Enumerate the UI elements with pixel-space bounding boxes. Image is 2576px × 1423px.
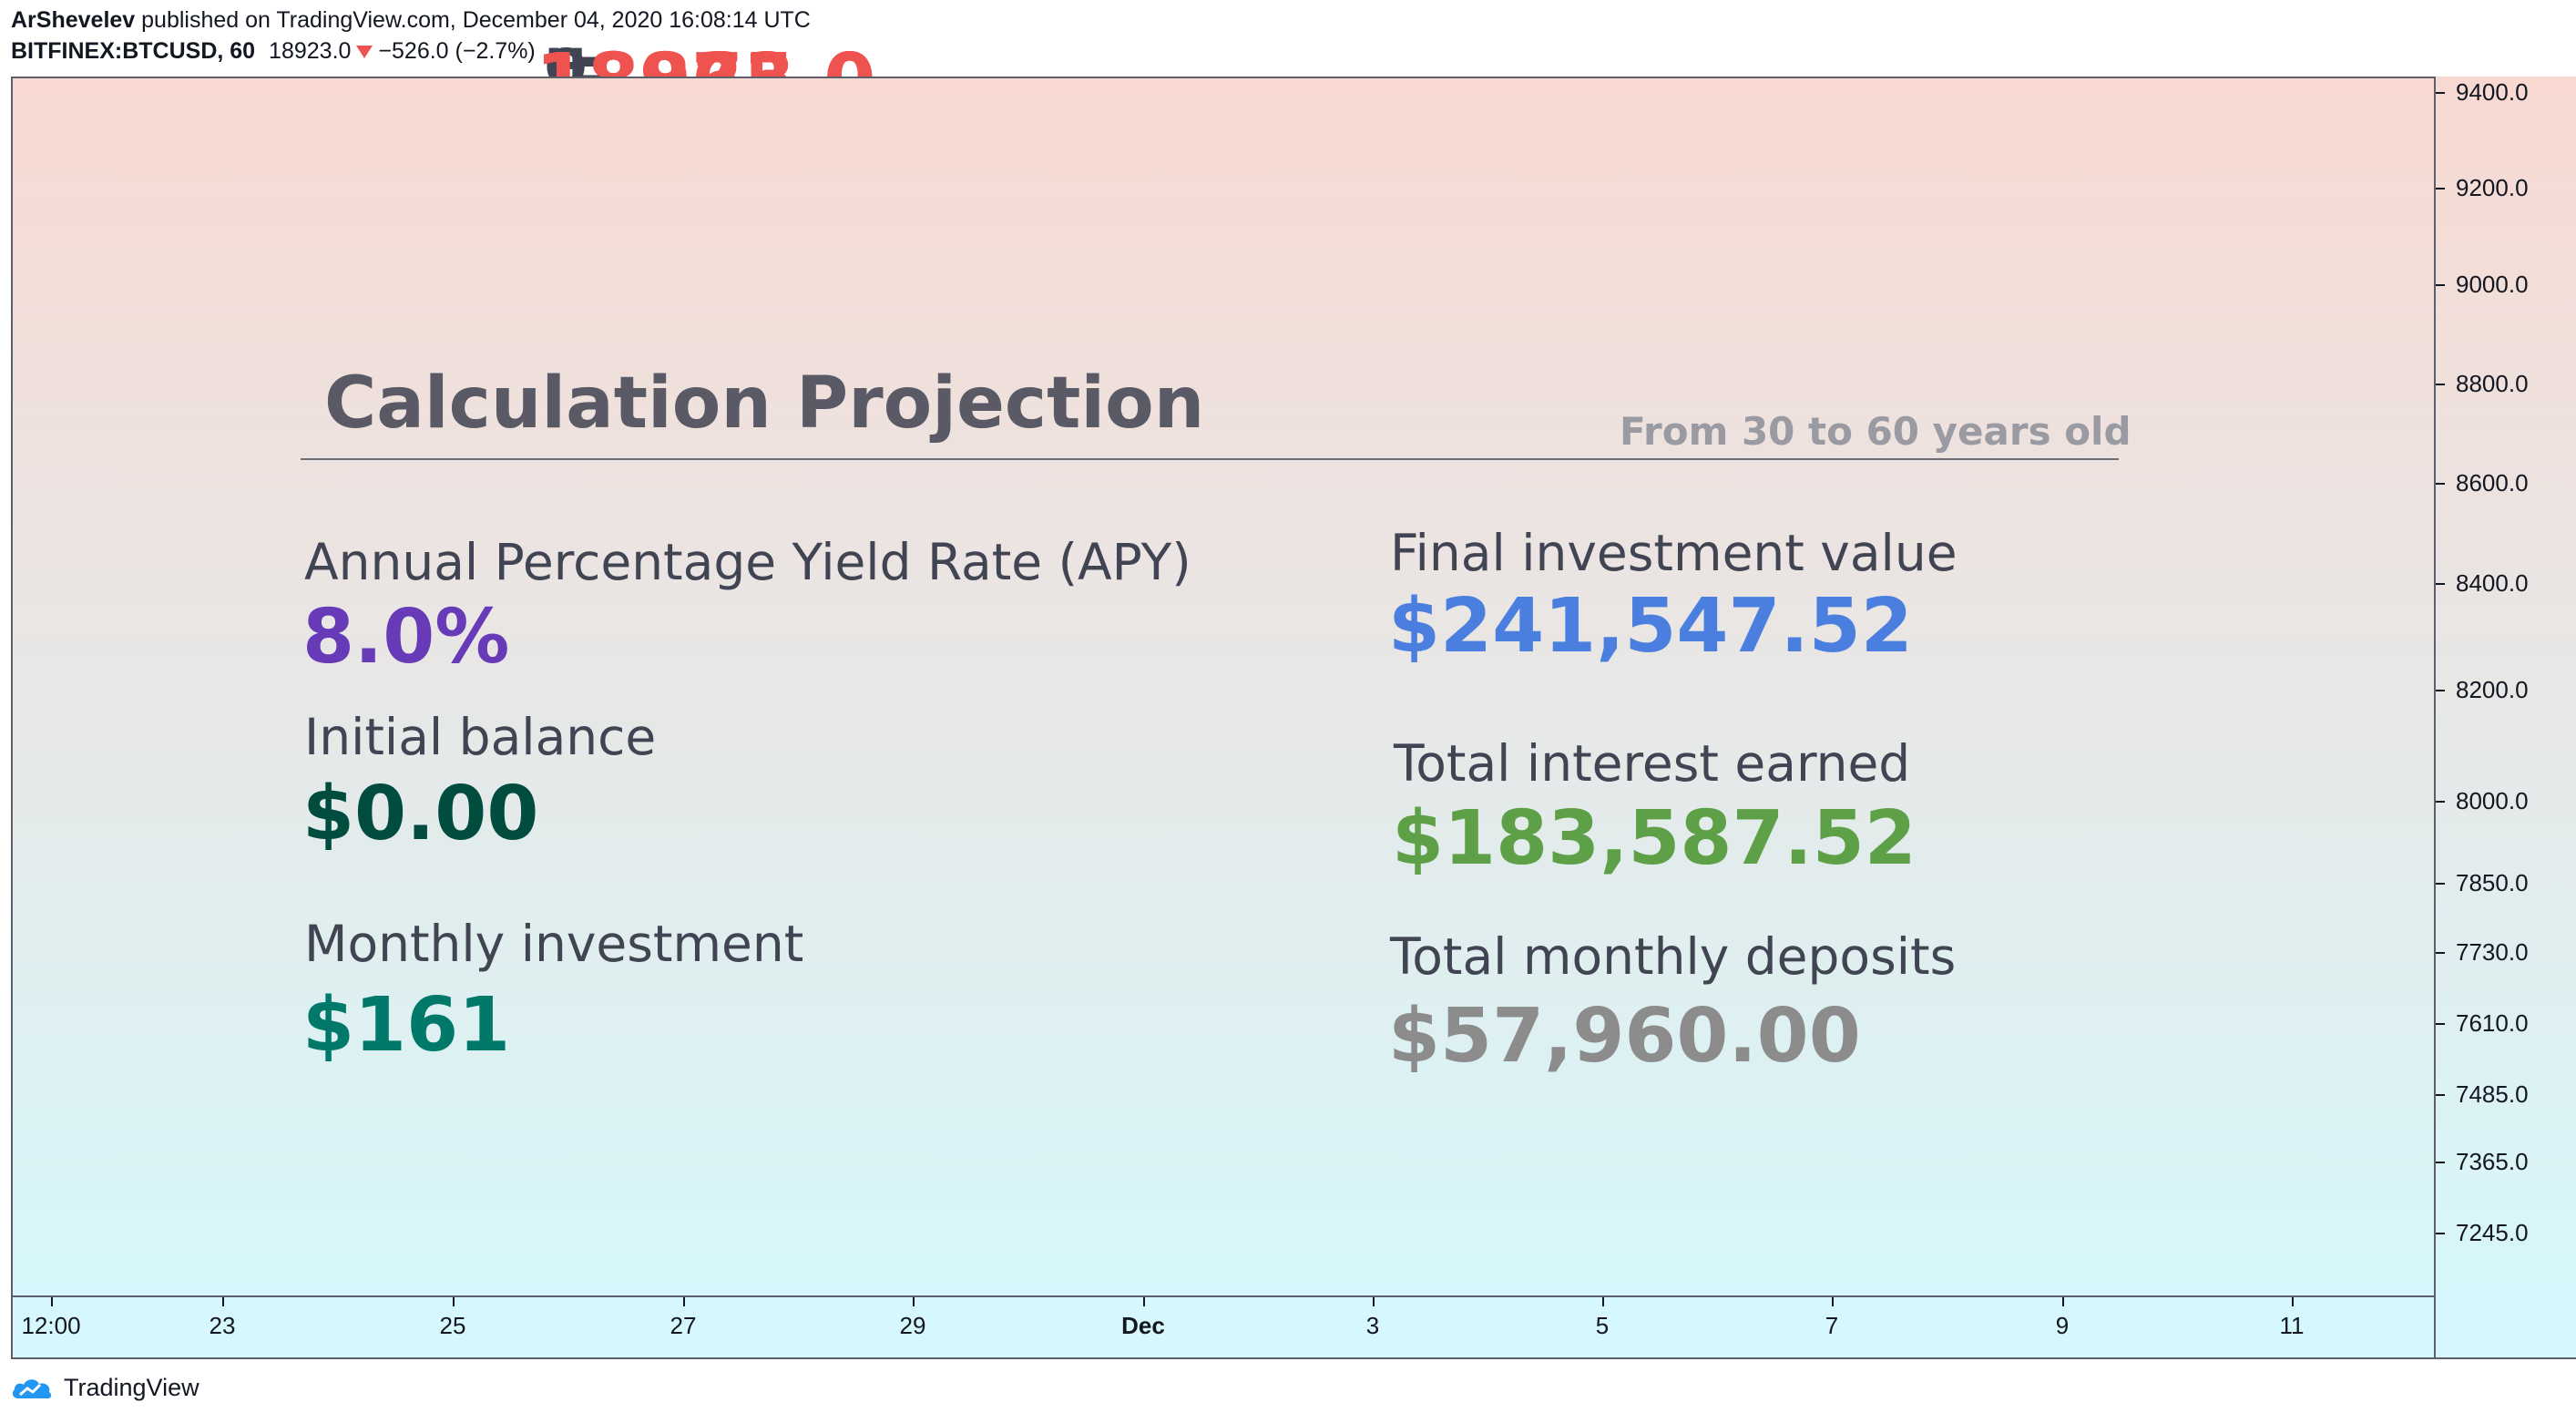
price-tick-label: 7245.0	[2436, 1219, 2529, 1247]
final-value-amount: $241,547.52	[1388, 583, 1913, 670]
price-tick-label: 8000.0	[2436, 787, 2529, 815]
price-tick-label: 9200.0	[2436, 174, 2529, 202]
price-tick-label: 8600.0	[2436, 469, 2529, 497]
time-tick-mark	[913, 1297, 915, 1306]
axis-corner	[2436, 1297, 2576, 1359]
price-tick-text: 9200.0	[2456, 174, 2529, 201]
author-name[interactable]: ArShevelev	[11, 7, 136, 33]
interest-earned-amount: $183,587.52	[1392, 795, 1917, 882]
time-tick-label: 25	[439, 1312, 466, 1339]
monthly-deposits-amount: $57,960.00	[1388, 993, 1861, 1080]
price-tick-text: 8200.0	[2456, 676, 2529, 703]
final-value-label: Final investment value	[1390, 524, 1958, 582]
down-arrow-icon	[356, 46, 373, 59]
tradingview-brand: TradingView	[64, 1374, 199, 1401]
time-tick-mark	[1143, 1297, 1145, 1306]
monthly-investment-label: Monthly investment	[304, 915, 804, 973]
time-tick-label: 23	[209, 1312, 236, 1339]
price-tick-text: 7850.0	[2456, 869, 2529, 896]
price-tick-label: 8400.0	[2436, 569, 2529, 598]
price-tick-text: 8400.0	[2456, 569, 2529, 597]
price-tick-text: 8800.0	[2456, 370, 2529, 397]
published-text: published on TradingView.com, December 0…	[141, 7, 811, 33]
price-tick-label: 7485.0	[2436, 1080, 2529, 1109]
chart-subtitle: From 30 to 60 years old	[1620, 409, 2131, 454]
time-tick-mark	[2062, 1297, 2064, 1306]
chart-pane[interactable]	[11, 77, 2436, 1297]
apy-label: Annual Percentage Yield Rate (APY)	[304, 533, 1191, 591]
time-tick-label: 5	[1595, 1312, 1610, 1339]
tradingview-logo[interactable]: TradingView	[11, 1374, 199, 1402]
time-tick-label: 27	[670, 1312, 697, 1339]
symbol-info: BITFINEX:BTCUSD, 60 18923.0 −526.0 (−2.7%…	[11, 38, 875, 125]
price-tick-label: 9400.0	[2436, 78, 2529, 107]
interest-earned-label: Total interest earned	[1394, 734, 1911, 793]
time-tick-label: 7	[1825, 1312, 1839, 1339]
publish-info: ArShevelev published on TradingView.com,…	[11, 7, 811, 34]
time-tick-label: 9	[2055, 1312, 2070, 1339]
price-tick-text: 7365.0	[2456, 1148, 2529, 1175]
time-tick-label: 29	[899, 1312, 926, 1339]
time-tick-mark	[1602, 1297, 1604, 1306]
price-tick-label: 8200.0	[2436, 676, 2529, 704]
time-tick-label: 11	[2279, 1312, 2305, 1339]
price-tick-text: 7730.0	[2456, 938, 2529, 966]
time-tick-label: 12:00	[21, 1312, 81, 1339]
price-tick-text: 7610.0	[2456, 1009, 2529, 1037]
time-tick-mark	[683, 1297, 685, 1306]
time-tick-label: 3	[1365, 1312, 1380, 1339]
price-tick-text: 8000.0	[2456, 787, 2529, 814]
price-tick-text: 9400.0	[2456, 78, 2529, 106]
price-tick-label: 7730.0	[2436, 938, 2529, 967]
last-price: 18923.0	[269, 38, 352, 64]
symbol-label[interactable]: BITFINEX:BTCUSD, 60	[11, 38, 256, 64]
price-tick-text: 7245.0	[2456, 1219, 2529, 1246]
time-tick-label: Dec	[1121, 1312, 1165, 1339]
title-divider	[301, 458, 2119, 460]
time-axis[interactable]	[11, 1297, 2436, 1359]
price-tick-label: 8800.0	[2436, 370, 2529, 398]
time-tick-mark	[1373, 1297, 1375, 1306]
monthly-investment-value: $161	[302, 982, 511, 1069]
time-tick-mark	[1832, 1297, 1834, 1306]
monthly-deposits-label: Total monthly deposits	[1390, 927, 1957, 986]
price-axis[interactable]	[2436, 77, 2576, 1297]
price-change: −526.0 (−2.7%)	[378, 38, 536, 64]
time-tick-mark	[51, 1297, 53, 1306]
price-tick-text: 7485.0	[2456, 1080, 2529, 1108]
initial-balance-label: Initial balance	[304, 708, 657, 766]
apy-value: 8.0%	[302, 594, 510, 681]
initial-balance-value: $0.00	[302, 771, 539, 857]
time-tick-mark	[2292, 1297, 2294, 1306]
price-tick-label: 7850.0	[2436, 869, 2529, 897]
tradingview-cloud-icon	[12, 1378, 52, 1398]
price-tick-label: 7365.0	[2436, 1148, 2529, 1176]
time-tick-mark	[222, 1297, 224, 1306]
time-tick-mark	[453, 1297, 455, 1306]
chart-title: Calculation Projection	[324, 363, 1205, 445]
price-tick-label: 7610.0	[2436, 1009, 2529, 1038]
price-tick-text: 9000.0	[2456, 271, 2529, 298]
price-tick-text: 8600.0	[2456, 469, 2529, 497]
price-tick-label: 9000.0	[2436, 271, 2529, 299]
